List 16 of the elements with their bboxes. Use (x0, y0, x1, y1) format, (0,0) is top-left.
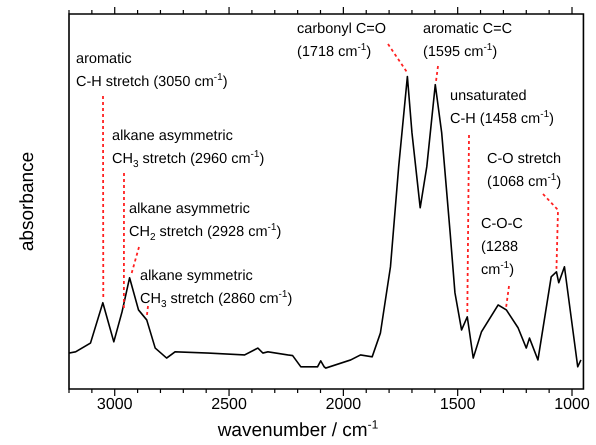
annotation: C-O stretch (1068 cm$^{-1}$) (487, 150, 562, 192)
x-tick-label: 1500 (440, 396, 476, 414)
annotation: aromatic C=C (1595 cm$^{-1}$) (423, 20, 512, 62)
x-tick-label: 2000 (326, 396, 362, 414)
x-tick-label: 1000 (554, 396, 590, 414)
annotation: alkane asymmetric CH$_{2}$ stretch (2928 cm$^{-1}$) (129, 200, 282, 244)
annotation: unsaturated C-H (1458 cm$^{-1}$) (450, 87, 554, 129)
annotation: alkane asymmetric CH$_{3}$ stretch (2960 cm$^{-1}$) (112, 127, 264, 171)
annotation: carbonyl C=O (1718 cm$^{-1}$) (297, 20, 386, 62)
y-axis-title: absorbance (17, 152, 38, 252)
annotation: alkane symmetric CH$_{3}$ stretch (2860 cm$^{-1}$) (140, 267, 292, 311)
annotation: C-O-C (1288 cm$^{-1}$) (481, 215, 523, 280)
x-tick-label: 2500 (211, 396, 247, 414)
x-tick-label: 3000 (96, 396, 133, 414)
annotation: aromatic C-H stretch (3050 cm$^{-1}$) (76, 50, 228, 92)
x-axis-title: wavenumber / cm$^{-1}$ (216, 418, 380, 442)
